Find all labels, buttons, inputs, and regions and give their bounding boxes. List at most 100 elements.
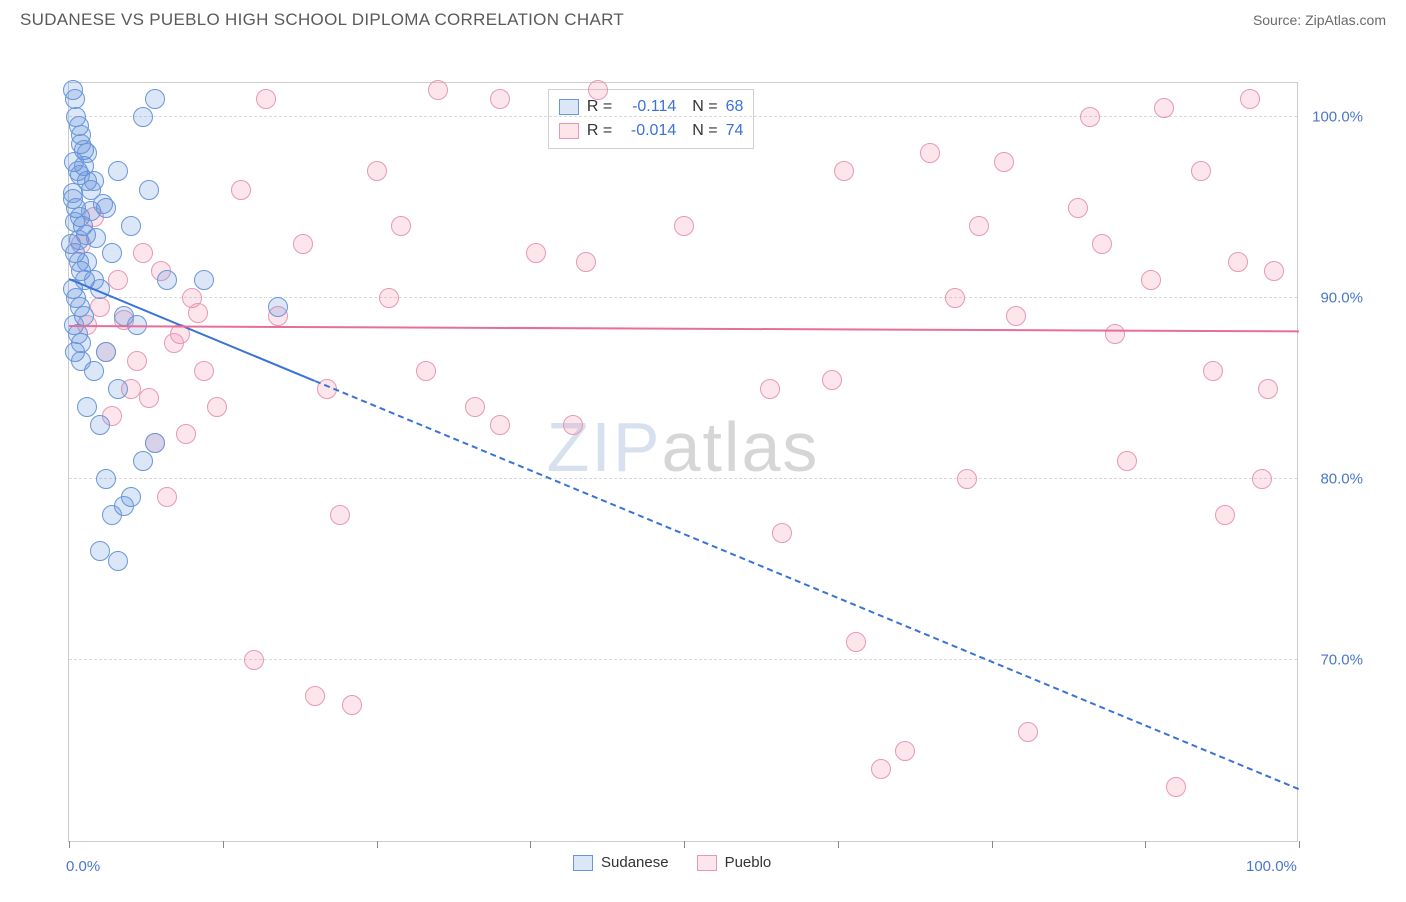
x-tick — [69, 841, 70, 848]
data-point — [822, 370, 842, 390]
data-point — [65, 89, 85, 109]
data-point — [1264, 261, 1284, 281]
data-point — [139, 180, 159, 200]
data-point — [945, 288, 965, 308]
legend-label: Pueblo — [725, 854, 772, 871]
data-point — [96, 469, 116, 489]
data-point — [86, 228, 106, 248]
legend-swatch — [559, 99, 579, 115]
plot-region: ZIPatlas R = -0.114N = 68R = -0.014N = 7… — [68, 82, 1298, 842]
data-point — [157, 487, 177, 507]
data-point — [96, 342, 116, 362]
data-point — [367, 161, 387, 181]
data-point — [93, 194, 113, 214]
data-point — [871, 759, 891, 779]
chart-title: SUDANESE VS PUEBLO HIGH SCHOOL DIPLOMA C… — [20, 10, 624, 30]
y-tick-label: 90.0% — [1320, 290, 1363, 307]
data-point — [1080, 107, 1100, 127]
data-point — [77, 252, 97, 272]
y-tick-label: 80.0% — [1320, 471, 1363, 488]
data-point — [834, 161, 854, 181]
stats-box: R = -0.114N = 68R = -0.014N = 74 — [548, 89, 754, 149]
data-point — [772, 523, 792, 543]
data-point — [133, 107, 153, 127]
data-point — [576, 252, 596, 272]
x-tick — [377, 841, 378, 848]
data-point — [231, 180, 251, 200]
legend-item: Sudanese — [573, 854, 669, 871]
data-point — [428, 80, 448, 100]
data-point — [194, 270, 214, 290]
data-point — [121, 216, 141, 236]
data-point — [1191, 161, 1211, 181]
data-point — [268, 297, 288, 317]
watermark: ZIPatlas — [547, 407, 820, 487]
legend-item: Pueblo — [697, 854, 772, 871]
data-point — [102, 505, 122, 525]
data-point — [1018, 722, 1038, 742]
data-point — [465, 397, 485, 417]
data-point — [490, 415, 510, 435]
data-point — [133, 451, 153, 471]
x-tick — [838, 841, 839, 848]
data-point — [563, 415, 583, 435]
data-point — [379, 288, 399, 308]
data-point — [108, 379, 128, 399]
data-point — [1068, 198, 1088, 218]
data-point — [70, 165, 90, 185]
y-tick-label: 100.0% — [1312, 109, 1363, 126]
data-point — [1006, 306, 1026, 326]
data-point — [920, 143, 940, 163]
data-point — [108, 161, 128, 181]
gridline — [69, 297, 1297, 298]
x-tick — [223, 841, 224, 848]
data-point — [1092, 234, 1112, 254]
data-point — [108, 270, 128, 290]
data-point — [77, 143, 97, 163]
x-tick — [1145, 841, 1146, 848]
data-point — [145, 89, 165, 109]
data-point — [256, 89, 276, 109]
data-point — [133, 243, 153, 263]
data-point — [1141, 270, 1161, 290]
data-point — [1105, 324, 1125, 344]
data-point — [490, 89, 510, 109]
gridline — [69, 116, 1297, 117]
data-point — [164, 333, 184, 353]
data-point — [244, 650, 264, 670]
chart-source: Source: ZipAtlas.com — [1253, 12, 1386, 28]
data-point — [102, 243, 122, 263]
data-point — [1154, 98, 1174, 118]
legend: Sudanese Pueblo — [573, 854, 771, 871]
data-point — [994, 152, 1014, 172]
data-point — [207, 397, 227, 417]
data-point — [139, 388, 159, 408]
data-point — [1240, 89, 1260, 109]
gridline — [69, 478, 1297, 479]
x-max-label: 100.0% — [1246, 858, 1297, 875]
x-min-label: 0.0% — [66, 858, 100, 875]
x-tick — [1299, 841, 1300, 848]
data-point — [194, 361, 214, 381]
data-point — [77, 397, 97, 417]
data-point — [969, 216, 989, 236]
data-point — [674, 216, 694, 236]
data-point — [1117, 451, 1137, 471]
trend-line — [315, 381, 1300, 791]
data-point — [1258, 379, 1278, 399]
data-point — [145, 433, 165, 453]
legend-label: Sudanese — [601, 854, 669, 871]
data-point — [71, 351, 91, 371]
chart-area: High School Diploma ZIPatlas R = -0.114N… — [20, 38, 1386, 902]
data-point — [416, 361, 436, 381]
data-point — [1166, 777, 1186, 797]
data-point — [1252, 469, 1272, 489]
stat-row: R = -0.014N = 74 — [559, 119, 743, 143]
legend-swatch — [697, 855, 717, 871]
data-point — [1203, 361, 1223, 381]
data-point — [305, 686, 325, 706]
data-point — [895, 741, 915, 761]
data-point — [1215, 505, 1235, 525]
x-tick — [992, 841, 993, 848]
data-point — [342, 695, 362, 715]
